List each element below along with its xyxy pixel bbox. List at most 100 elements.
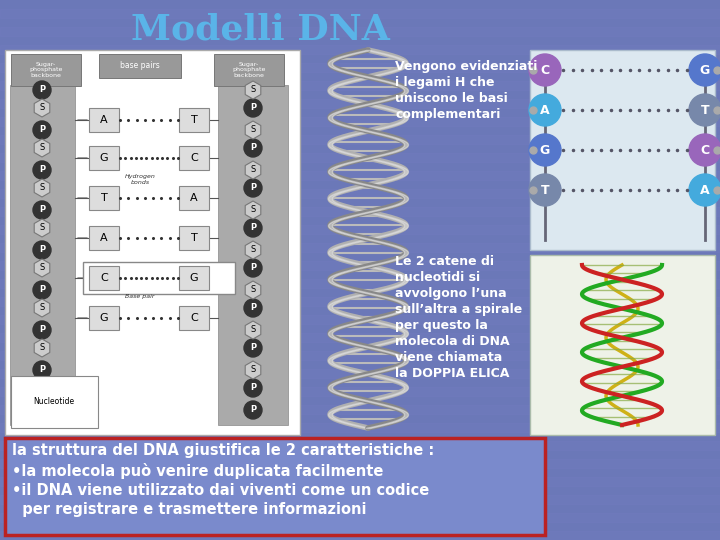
Text: T: T [101, 193, 107, 203]
Text: P: P [39, 206, 45, 214]
Circle shape [33, 321, 51, 339]
Text: P: P [250, 406, 256, 415]
Polygon shape [246, 201, 261, 219]
Text: A: A [540, 104, 550, 117]
Text: Sugar-
phosphate
backbone: Sugar- phosphate backbone [233, 62, 266, 78]
Circle shape [244, 139, 262, 157]
FancyBboxPatch shape [5, 438, 545, 535]
Text: base pairs: base pairs [120, 62, 160, 71]
FancyBboxPatch shape [5, 50, 300, 435]
Bar [0, 477, 720, 486]
Bar [0, 531, 720, 540]
Text: Le 2 catene di
nucleotidi si
avvolgono l’una
sull’altra a spirale
per questo la
: Le 2 catene di nucleotidi si avvolgono l… [395, 255, 522, 380]
Text: C: C [701, 144, 710, 157]
Text: Modelli DNA: Modelli DNA [130, 12, 390, 46]
Bar [0, 279, 720, 288]
Bar [0, 99, 720, 108]
Text: S: S [251, 326, 256, 334]
FancyBboxPatch shape [179, 186, 209, 210]
FancyBboxPatch shape [89, 108, 119, 132]
Bar [0, 117, 720, 126]
Polygon shape [35, 219, 50, 237]
Text: la struttura del DNA giustifica le 2 caratteristiche :
•la molecola può venire d: la struttura del DNA giustifica le 2 car… [12, 443, 434, 517]
Bar [0, 459, 720, 468]
Polygon shape [35, 339, 50, 357]
FancyBboxPatch shape [89, 146, 119, 170]
Bar [0, 441, 720, 450]
FancyBboxPatch shape [89, 226, 119, 250]
Bar [0, 513, 720, 522]
Text: P: P [39, 406, 45, 415]
Circle shape [33, 361, 51, 379]
Text: G: G [189, 273, 198, 283]
Bar [0, 207, 720, 216]
Text: C: C [541, 64, 549, 77]
Polygon shape [246, 161, 261, 179]
Text: P: P [39, 85, 45, 94]
Text: A: A [700, 184, 710, 197]
Text: Hydrogen
bonds: Hydrogen bonds [125, 174, 156, 185]
Bar [0, 225, 720, 234]
Text: G: G [99, 153, 108, 163]
Text: T: T [191, 115, 197, 125]
Text: P: P [39, 246, 45, 254]
Bar [0, 81, 720, 90]
Text: A: A [100, 233, 108, 243]
Bar [0, 171, 720, 180]
Text: P: P [250, 343, 256, 353]
Circle shape [244, 219, 262, 237]
Circle shape [689, 134, 720, 166]
FancyBboxPatch shape [179, 266, 209, 290]
Circle shape [33, 401, 51, 419]
Bar [0, 333, 720, 342]
Text: S: S [251, 125, 256, 134]
Polygon shape [35, 179, 50, 197]
Bar [0, 45, 720, 54]
Circle shape [529, 174, 561, 206]
FancyBboxPatch shape [179, 108, 209, 132]
Bar [0, 495, 720, 504]
Bar [0, 297, 720, 306]
Bar [0, 135, 720, 144]
FancyBboxPatch shape [89, 266, 119, 290]
Bar [0, 63, 720, 72]
Circle shape [529, 54, 561, 86]
Text: P: P [39, 125, 45, 134]
FancyBboxPatch shape [179, 306, 209, 330]
Text: S: S [251, 165, 256, 174]
Circle shape [529, 94, 561, 126]
Bar [0, 27, 720, 36]
Text: S: S [40, 383, 45, 393]
Polygon shape [35, 139, 50, 157]
Circle shape [689, 174, 720, 206]
Text: P: P [250, 264, 256, 273]
Text: P: P [250, 383, 256, 393]
Text: P: P [250, 224, 256, 233]
Circle shape [33, 81, 51, 99]
FancyBboxPatch shape [99, 54, 181, 78]
Text: P: P [39, 366, 45, 375]
Text: S: S [251, 366, 256, 375]
Bar [0, 423, 720, 432]
Bar [0, 261, 720, 270]
Bar [0, 153, 720, 162]
Circle shape [33, 241, 51, 259]
Text: P: P [250, 303, 256, 313]
Bar [0, 189, 720, 198]
FancyBboxPatch shape [83, 262, 235, 294]
Text: Nucleotide: Nucleotide [33, 397, 75, 407]
Text: P: P [39, 326, 45, 334]
Polygon shape [35, 379, 50, 397]
FancyBboxPatch shape [218, 85, 288, 425]
Text: Base pair: Base pair [125, 294, 155, 299]
Circle shape [33, 281, 51, 299]
Text: P: P [250, 104, 256, 112]
FancyBboxPatch shape [214, 54, 284, 86]
Circle shape [244, 339, 262, 357]
Text: A: A [190, 193, 198, 203]
Polygon shape [35, 259, 50, 277]
Polygon shape [246, 281, 261, 299]
Text: Sugar-
phosphate
backbone: Sugar- phosphate backbone [30, 62, 63, 78]
Polygon shape [246, 121, 261, 139]
Circle shape [244, 379, 262, 397]
